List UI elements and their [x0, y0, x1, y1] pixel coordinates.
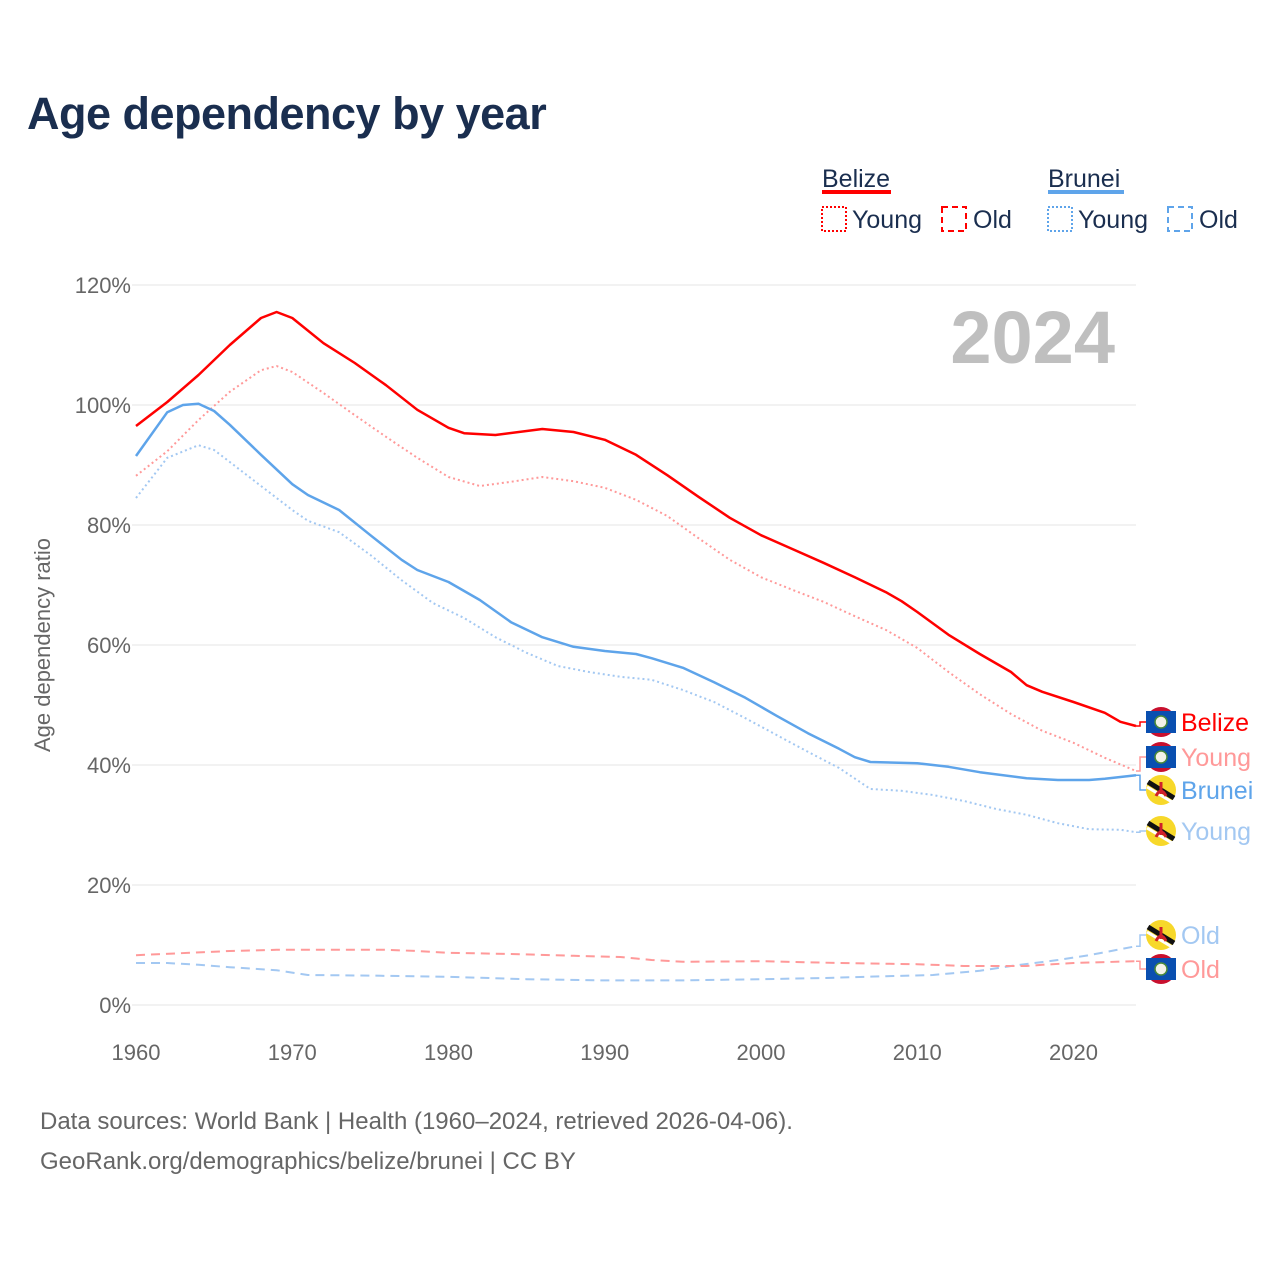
y-tick-label: 120%	[75, 273, 131, 298]
x-tick-label: 1990	[580, 1040, 629, 1065]
y-tick-label: 80%	[87, 513, 131, 538]
label-connector	[1136, 960, 1146, 970]
y-tick-label: 100%	[75, 393, 131, 418]
label-connector	[1136, 830, 1146, 833]
x-tick-label: 2010	[893, 1040, 942, 1065]
series-end-label: Young	[1181, 744, 1251, 772]
legend-swatch-old	[1167, 206, 1193, 232]
x-tick-label: 2000	[737, 1040, 786, 1065]
brunei-flag-emblem	[1154, 823, 1168, 838]
series-line-brunei-young	[135, 444, 1137, 834]
brunei-flag-emblem	[1154, 782, 1168, 797]
legend-group-swatch	[1048, 190, 1124, 194]
x-tick-label: 1970	[268, 1040, 317, 1065]
brunei-flag-stripe	[1146, 930, 1173, 949]
brunei-flag-emblem	[1154, 927, 1168, 942]
legend-item-old: Old	[1199, 206, 1238, 234]
belize-flag-emblem	[1154, 715, 1168, 729]
year-watermark: 2024	[950, 296, 1115, 379]
series-end-label: Belize	[1181, 709, 1249, 737]
label-connector	[1136, 721, 1146, 727]
brunei-flag-stripe	[1146, 826, 1173, 845]
series-end-label: Young	[1181, 818, 1251, 846]
legend-swatch-young	[1047, 206, 1073, 232]
belize-flag-emblem	[1154, 750, 1168, 764]
data-source-text: Data sources: World Bank | Health (1960–…	[40, 1108, 793, 1135]
series-line-belize-young	[135, 365, 1137, 772]
series-line-brunei-old	[136, 945, 1137, 982]
series-line-belize	[135, 310, 1137, 728]
label-connector	[1136, 756, 1146, 772]
y-axis-label: Age dependency ratio	[30, 538, 55, 752]
series-end-label: Old	[1181, 956, 1220, 984]
legend-item-young: Young	[852, 206, 922, 234]
legend-item-old: Old	[973, 206, 1012, 234]
brunei-flag-stripe	[1146, 785, 1173, 804]
series-end-label: Old	[1181, 922, 1220, 950]
legend-swatch-old	[941, 206, 967, 232]
y-tick-label: 60%	[87, 633, 131, 658]
y-tick-label: 20%	[87, 873, 131, 898]
series-end-label: Brunei	[1181, 777, 1253, 805]
x-tick-label: 2020	[1049, 1040, 1098, 1065]
label-connector	[1136, 934, 1146, 947]
legend-item-young: Young	[1078, 206, 1148, 234]
series-line-brunei	[134, 402, 1137, 782]
y-tick-label: 40%	[87, 753, 131, 778]
legend-group-title: Belize	[822, 165, 890, 193]
legend-swatch-young	[821, 206, 847, 232]
legend-group-swatch	[822, 190, 891, 194]
legend-group-title: Brunei	[1048, 165, 1120, 193]
x-tick-label: 1980	[424, 1040, 473, 1065]
series-line-belize-old	[135, 948, 1137, 967]
belize-flag-emblem	[1154, 962, 1168, 976]
x-tick-label: 1960	[112, 1040, 161, 1065]
label-connector	[1136, 774, 1146, 791]
y-tick-label: 0%	[99, 993, 131, 1018]
chart-title: Age dependency by year	[27, 88, 547, 139]
attribution-link[interactable]: GeoRank.org/demographics/belize/brunei |…	[40, 1148, 576, 1175]
